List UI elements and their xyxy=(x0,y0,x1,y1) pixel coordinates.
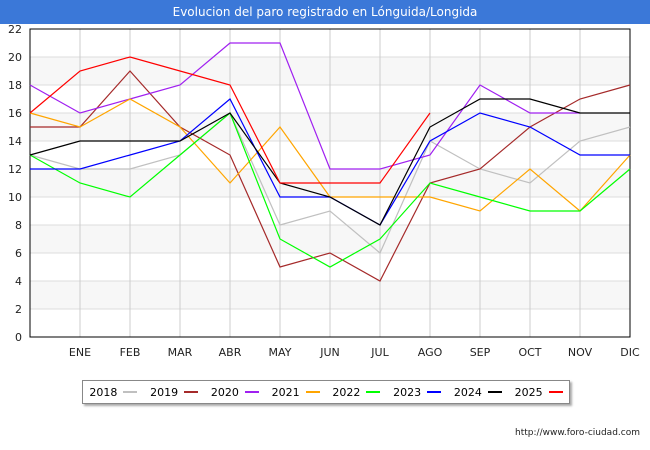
y-tick-label: 6 xyxy=(15,247,22,260)
plot-frame xyxy=(29,28,631,338)
series-line-2024 xyxy=(29,98,630,226)
legend-label: 2021 xyxy=(271,385,300,399)
y-tick-label: 14 xyxy=(8,135,22,148)
legend-label: 2019 xyxy=(150,385,179,399)
legend-swatch xyxy=(123,391,138,393)
chart-title: Evolucion del paro registrado en Lónguid… xyxy=(0,0,650,24)
legend-label: 2022 xyxy=(332,385,361,399)
x-tick-label: FEB xyxy=(120,346,141,359)
x-tick-label: OCT xyxy=(518,346,541,359)
x-tick-label: NOV xyxy=(568,346,593,359)
y-tick-label: 22 xyxy=(8,23,22,36)
legend-item-2021: 2021 xyxy=(272,386,320,399)
x-tick-label: JUL xyxy=(370,346,389,359)
legend-label: 2018 xyxy=(89,385,118,399)
legend-swatch xyxy=(487,391,502,393)
y-tick-label: 0 xyxy=(15,331,22,344)
x-tick-label: ABR xyxy=(219,346,242,359)
x-tick-label: DIC xyxy=(620,346,640,359)
legend-item-2024: 2024 xyxy=(454,386,502,399)
series-line-2025 xyxy=(29,56,431,184)
x-tick-label: MAY xyxy=(269,346,292,359)
y-tick-label: 12 xyxy=(8,163,22,176)
x-tick-label: ENE xyxy=(69,346,91,359)
series-line-2020 xyxy=(29,42,580,170)
legend-swatch xyxy=(427,391,442,393)
legend-swatch xyxy=(244,391,259,393)
legend-item-2022: 2022 xyxy=(332,385,381,399)
y-tick-label: 20 xyxy=(8,51,22,64)
y-tick-label: 16 xyxy=(8,107,22,120)
legend-item-2018: 2018 xyxy=(89,385,138,399)
legend-item-2020: 2020 xyxy=(211,386,259,399)
y-tick-label: 18 xyxy=(8,79,22,92)
legend-swatch xyxy=(184,391,199,393)
legend-swatch xyxy=(548,391,563,393)
series-line-2022 xyxy=(29,112,631,268)
legend: 2018 2019 2020 2021 2022 2023 2024 2025 xyxy=(82,380,570,404)
legend-label: 2025 xyxy=(514,385,543,399)
x-tick-label: MAR xyxy=(168,346,193,359)
legend-label: 2024 xyxy=(453,385,482,399)
y-tick-label: 10 xyxy=(8,191,22,204)
y-tick-label: 2 xyxy=(15,303,22,316)
y-tick-label: 8 xyxy=(15,219,22,232)
y-tick-label: 4 xyxy=(15,275,22,288)
x-tick-label: JUN xyxy=(319,346,340,359)
x-tick-label: AGO xyxy=(418,346,443,359)
x-tick-label: SEP xyxy=(470,346,491,359)
legend-item-2025: 2025 xyxy=(515,386,563,399)
series-line-2018 xyxy=(29,112,631,254)
legend-label: 2023 xyxy=(393,385,422,399)
legend-label: 2020 xyxy=(210,385,239,399)
legend-swatch xyxy=(366,391,381,393)
legend-swatch xyxy=(305,391,320,393)
source-url: http://www.foro-ciudad.com xyxy=(515,428,640,438)
legend-item-2023: 2023 xyxy=(393,385,442,399)
legend-item-2019: 2019 xyxy=(150,385,199,399)
